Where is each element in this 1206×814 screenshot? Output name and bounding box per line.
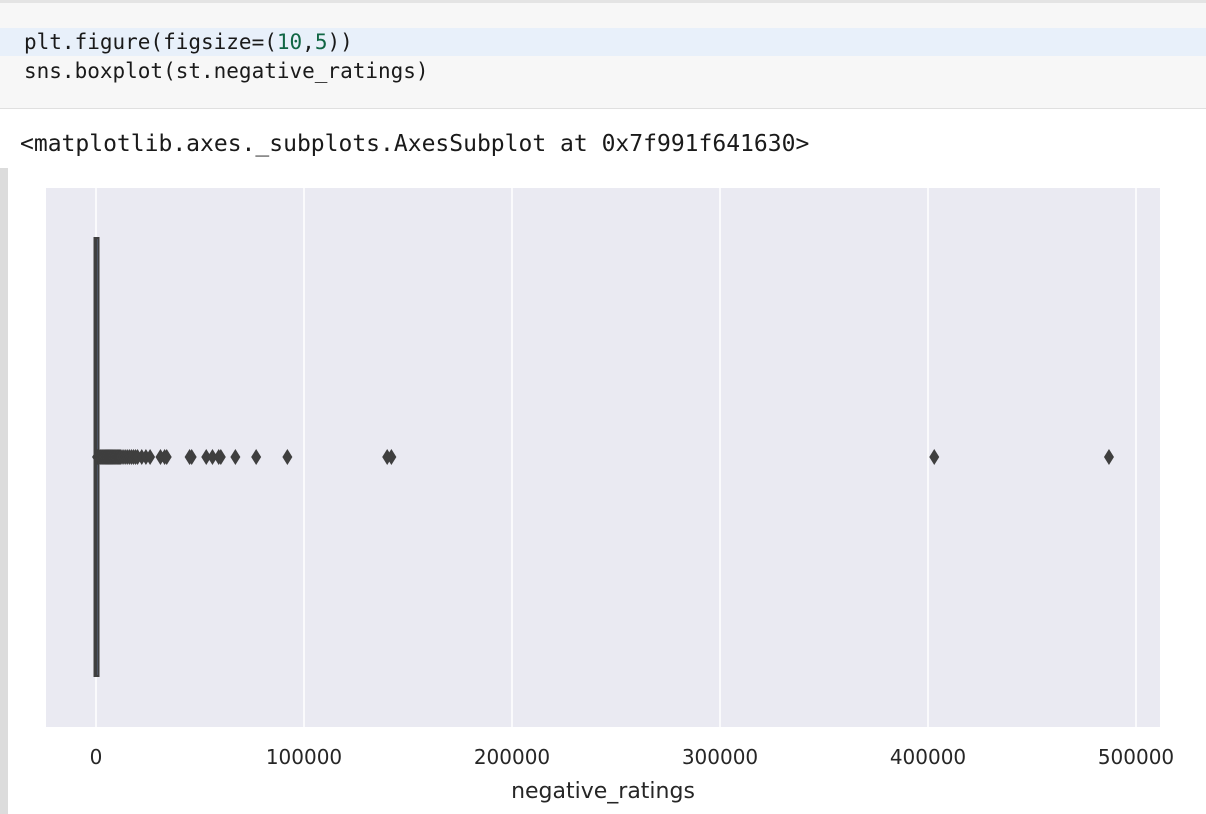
x-tick-label-0: 0 (90, 745, 103, 769)
x-tick-label-4: 400000 (890, 745, 966, 769)
outlier-point-40 (201, 449, 212, 465)
x-tick-label-5: 500000 (1098, 745, 1174, 769)
outlier-point-43 (215, 449, 226, 465)
outlier-point-45 (251, 449, 262, 465)
code-line-1[interactable]: plt.figure(figsize=(10,5)) (0, 28, 1206, 56)
outlier-point-34 (145, 449, 156, 465)
code-comma: , (302, 30, 315, 54)
outlier-point-48 (386, 449, 397, 465)
code-number-10: 10 (276, 30, 303, 54)
x-tick-label-2: 200000 (474, 745, 550, 769)
outlier-point-46 (282, 449, 293, 465)
output-gutter (0, 168, 8, 814)
x-tick-label-1: 100000 (266, 745, 342, 769)
code-figure-suffix: )) (327, 30, 353, 54)
outlier-point-50 (1103, 449, 1114, 465)
code-input-cell[interactable]: plt.figure(figsize=(10,5)) sns.boxplot(s… (0, 3, 1206, 109)
outlier-point-41 (207, 449, 218, 465)
x-axis-label: negative_ratings (511, 779, 695, 804)
code-line-2[interactable]: sns.boxplot(st.negative_ratings) (24, 59, 429, 83)
outlier-point-44 (230, 449, 241, 465)
outlier-point-39 (186, 449, 197, 465)
code-figure-prefix: plt.figure(figsize=( (24, 30, 277, 54)
cell-top-border (0, 0, 1206, 3)
x-tick-label-3: 300000 (682, 745, 758, 769)
code-number-5: 5 (314, 30, 328, 54)
outlier-point-37 (161, 449, 172, 465)
outlier-point-49 (929, 449, 940, 465)
output-repr-text: <matplotlib.axes._subplots.AxesSubplot a… (20, 131, 810, 157)
